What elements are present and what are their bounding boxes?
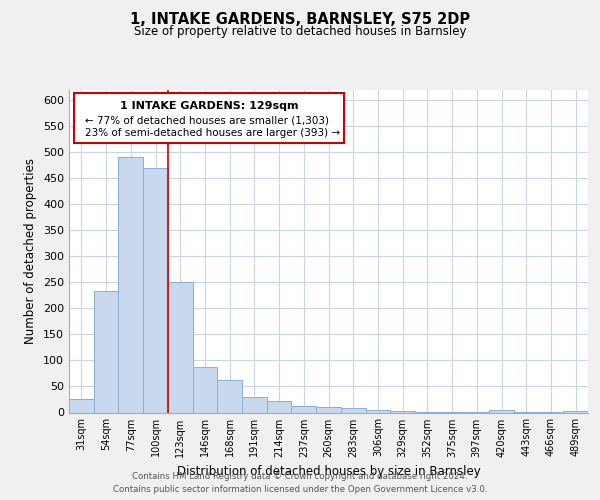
Bar xyxy=(341,408,365,412)
Bar xyxy=(94,292,118,412)
X-axis label: Distribution of detached houses by size in Barnsley: Distribution of detached houses by size … xyxy=(176,465,481,478)
Bar xyxy=(292,406,316,412)
Text: Contains HM Land Registry data © Crown copyright and database right 2024.: Contains HM Land Registry data © Crown c… xyxy=(132,472,468,481)
Bar xyxy=(69,400,94,412)
Y-axis label: Number of detached properties: Number of detached properties xyxy=(25,158,37,344)
Text: Size of property relative to detached houses in Barnsley: Size of property relative to detached ho… xyxy=(134,25,466,38)
Bar xyxy=(143,168,168,412)
Text: ← 77% of detached houses are smaller (1,303): ← 77% of detached houses are smaller (1,… xyxy=(85,115,329,125)
Text: 23% of semi-detached houses are larger (393) →: 23% of semi-detached houses are larger (… xyxy=(85,128,340,138)
Text: 1, INTAKE GARDENS, BARNSLEY, S75 2DP: 1, INTAKE GARDENS, BARNSLEY, S75 2DP xyxy=(130,12,470,28)
Bar xyxy=(489,410,514,412)
Bar xyxy=(267,401,292,412)
FancyBboxPatch shape xyxy=(74,93,344,143)
Bar xyxy=(118,157,143,412)
Bar xyxy=(365,410,390,412)
Text: Contains public sector information licensed under the Open Government Licence v3: Contains public sector information licen… xyxy=(113,485,487,494)
Bar xyxy=(168,282,193,412)
Bar xyxy=(242,397,267,412)
Text: 1 INTAKE GARDENS: 129sqm: 1 INTAKE GARDENS: 129sqm xyxy=(120,102,298,112)
Bar xyxy=(217,380,242,412)
Bar xyxy=(316,408,341,412)
Bar xyxy=(563,411,588,412)
Bar xyxy=(193,366,217,412)
